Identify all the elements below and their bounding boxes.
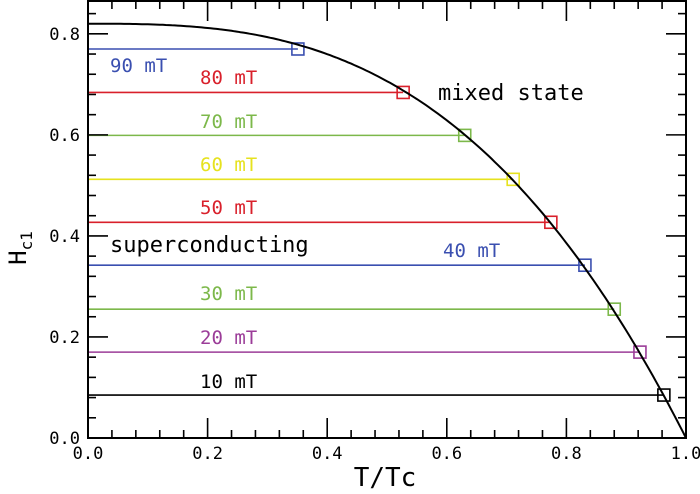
crossing-marker <box>657 388 671 402</box>
x-tick-label: 0.0 <box>73 444 104 464</box>
y-tick-label: 0.2 <box>49 328 80 348</box>
y-tick-label: 0.8 <box>49 25 80 45</box>
x-tick-label: 0.6 <box>431 444 462 464</box>
annotation-mixed-state: mixed state <box>438 81 584 106</box>
x-tick-label: 0.4 <box>312 444 343 464</box>
svg-text:Hc1: Hc1 <box>4 231 36 265</box>
crossing-marker <box>506 172 520 187</box>
x-tick-label: 1.0 <box>671 444 700 464</box>
y-axis-label: Hc1 <box>4 231 36 265</box>
series-label: 90 mT <box>110 55 167 77</box>
crossing-marker <box>396 85 410 100</box>
series-label: 20 mT <box>200 327 257 349</box>
crossing-marker <box>457 128 472 143</box>
crossing-marker <box>291 42 305 56</box>
series-label: 10 mT <box>200 371 257 393</box>
crossing-marker <box>607 302 622 316</box>
annotation-superconducting: superconducting <box>110 233 309 258</box>
series-label: 50 mT <box>200 197 257 219</box>
x-tick-label: 0.2 <box>192 444 223 464</box>
plot-frame <box>87 0 687 439</box>
y-tick-label: 0.4 <box>49 227 80 247</box>
series-label: 40 mT <box>443 240 500 262</box>
series-label: 30 mT <box>200 283 257 305</box>
crossing-marker <box>633 345 647 359</box>
y-tick-label: 0.0 <box>49 429 80 449</box>
series-label: 60 mT <box>200 154 257 176</box>
x-axis-label: T/Tc <box>354 463 417 493</box>
hc1-curve <box>88 22 687 439</box>
series-label: 80 mT <box>200 67 257 89</box>
series-label: 70 mT <box>200 111 257 133</box>
y-tick-label: 0.6 <box>49 126 80 146</box>
x-tick-label: 0.8 <box>551 444 582 464</box>
crossing-marker <box>544 215 558 230</box>
crossing-marker <box>578 258 592 273</box>
